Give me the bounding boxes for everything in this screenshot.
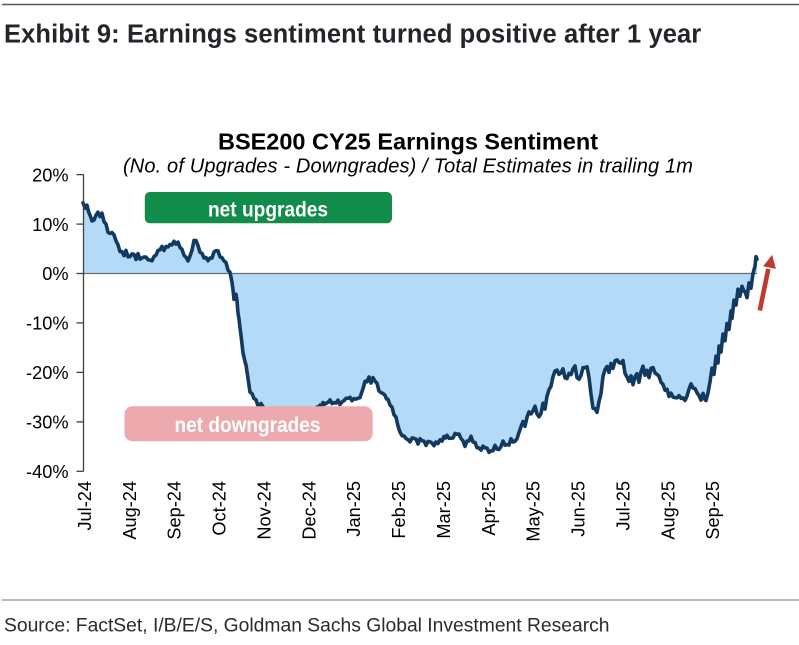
svg-text:Feb-25: Feb-25 (389, 481, 409, 539)
svg-text:net upgrades: net upgrades (208, 198, 328, 221)
svg-text:May-25: May-25 (524, 481, 544, 542)
svg-text:Jun-25: Jun-25 (569, 481, 589, 537)
svg-text:10%: 10% (32, 215, 68, 235)
svg-text:Apr-25: Apr-25 (479, 481, 499, 536)
svg-text:Oct-24: Oct-24 (210, 481, 230, 536)
svg-text:Nov-24: Nov-24 (255, 481, 275, 540)
svg-text:Aug-24: Aug-24 (120, 481, 140, 540)
svg-text:Mar-25: Mar-25 (434, 481, 454, 539)
svg-text:Jul-25: Jul-25 (613, 481, 633, 531)
svg-text:Sep-24: Sep-24 (165, 481, 185, 540)
svg-text:Source: FactSet, I/B/E/S, Gold: Source: FactSet, I/B/E/S, Goldman Sachs … (4, 616, 610, 637)
svg-text:0%: 0% (42, 264, 68, 284)
svg-text:-30%: -30% (26, 413, 68, 433)
svg-text:Jan-25: Jan-25 (344, 481, 364, 537)
svg-text:Sep-25: Sep-25 (703, 481, 723, 540)
svg-text:Jul-24: Jul-24 (75, 481, 95, 531)
svg-text:-10%: -10% (26, 314, 68, 334)
svg-text:Dec-24: Dec-24 (299, 481, 319, 540)
svg-text:-20%: -20% (26, 363, 68, 383)
svg-text:BSE200 CY25 Earnings Sentiment: BSE200 CY25 Earnings Sentiment (218, 129, 598, 155)
svg-text:(No. of Upgrades - Downgrades): (No. of Upgrades - Downgrades) / Total E… (123, 156, 693, 178)
svg-text:net downgrades: net downgrades (175, 414, 321, 437)
svg-text:-40%: -40% (26, 462, 68, 482)
svg-text:20%: 20% (32, 165, 68, 185)
svg-text:Aug-25: Aug-25 (658, 481, 678, 540)
svg-text:Exhibit 9: Earnings sentiment: Exhibit 9: Earnings sentiment turned pos… (4, 21, 701, 49)
